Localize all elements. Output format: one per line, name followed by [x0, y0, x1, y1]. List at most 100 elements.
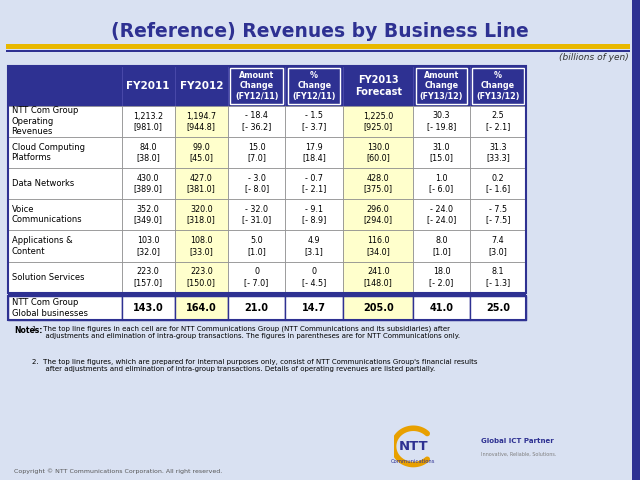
Text: Solution Services: Solution Services	[12, 273, 84, 282]
Text: Amount
Change
(FY12/11): Amount Change (FY12/11)	[235, 71, 278, 101]
Text: Copyright © NTT Communications Corporation. All right reserved.: Copyright © NTT Communications Corporati…	[14, 468, 222, 474]
Bar	[288, 68, 340, 104]
Bar	[343, 168, 413, 199]
Text: 130.0
[60.0]: 130.0 [60.0]	[366, 143, 390, 162]
Bar	[470, 66, 526, 106]
Text: 99.0
[45.0]: 99.0 [45.0]	[189, 143, 213, 162]
Bar	[470, 168, 526, 199]
Text: Amount
Change
(FY13/12): Amount Change (FY13/12)	[420, 71, 463, 101]
Text: Innovative, Reliable, Solutions.: Innovative, Reliable, Solutions.	[481, 452, 556, 456]
Text: %
Change
(FY13/12): % Change (FY13/12)	[476, 71, 520, 101]
Text: 0
[- 4.5]: 0 [- 4.5]	[302, 267, 326, 287]
Text: 116.0
[34.0]: 116.0 [34.0]	[366, 236, 390, 256]
Bar	[343, 199, 413, 230]
Text: - 24.0
[- 24.0]: - 24.0 [- 24.0]	[427, 205, 456, 225]
Bar	[285, 296, 343, 320]
Bar	[413, 262, 470, 293]
Bar	[285, 168, 343, 199]
Text: 8.0
[1.0]: 8.0 [1.0]	[432, 236, 451, 256]
Bar	[6, 44, 630, 49]
Bar	[285, 199, 343, 230]
Text: Voice
Communications: Voice Communications	[12, 205, 82, 225]
Bar	[343, 296, 413, 320]
Text: - 1.5
[- 3.7]: - 1.5 [- 3.7]	[302, 111, 326, 131]
Text: 428.0
[375.0]: 428.0 [375.0]	[364, 174, 393, 193]
Bar	[228, 296, 285, 320]
Text: %
Change
(FY12/11): % Change (FY12/11)	[292, 71, 336, 101]
Text: 25.0: 25.0	[486, 303, 510, 313]
Text: 15.0
[7.0]: 15.0 [7.0]	[247, 143, 266, 162]
Bar	[175, 66, 228, 106]
Text: 296.0
[294.0]: 296.0 [294.0]	[364, 205, 393, 225]
Text: NTT Com Group
Operating
Revenues: NTT Com Group Operating Revenues	[12, 106, 78, 136]
Bar	[8, 293, 526, 296]
Bar	[413, 137, 470, 168]
Text: 18.0
[- 2.0]: 18.0 [- 2.0]	[429, 267, 454, 287]
Bar	[285, 230, 343, 262]
Bar	[228, 262, 285, 293]
Bar	[230, 68, 283, 104]
Bar	[343, 106, 413, 137]
Bar	[470, 296, 526, 320]
Bar	[413, 230, 470, 262]
Bar	[285, 262, 343, 293]
Text: 352.0
[349.0]: 352.0 [349.0]	[134, 205, 163, 225]
Text: 427.0
[381.0]: 427.0 [381.0]	[187, 174, 216, 193]
Bar	[175, 230, 228, 262]
Bar	[285, 106, 343, 137]
Bar	[122, 230, 175, 262]
Bar	[8, 199, 122, 230]
Bar	[413, 168, 470, 199]
Text: 2.5
[- 2.1]: 2.5 [- 2.1]	[486, 111, 510, 131]
Bar	[8, 230, 122, 262]
Text: 1.  The top line figures in each cell are for NTT Communications Group (NTT Comm: 1. The top line figures in each cell are…	[32, 326, 460, 339]
Text: 31.0
[15.0]: 31.0 [15.0]	[429, 143, 454, 162]
Bar	[413, 106, 470, 137]
Bar	[175, 199, 228, 230]
Bar	[416, 68, 467, 104]
Bar	[470, 137, 526, 168]
Bar	[175, 168, 228, 199]
Text: (billions of yen): (billions of yen)	[559, 53, 628, 62]
Text: 2.  The top line figures, which are prepared for internal purposes only, consist: 2. The top line figures, which are prepa…	[32, 359, 477, 372]
Text: - 0.7
[- 2.1]: - 0.7 [- 2.1]	[302, 174, 326, 193]
Text: 223.0
[157.0]: 223.0 [157.0]	[134, 267, 163, 287]
Text: 103.0
[32.0]: 103.0 [32.0]	[136, 236, 160, 256]
Bar	[122, 296, 175, 320]
Bar	[228, 106, 285, 137]
Text: FY2013
Forecast: FY2013 Forecast	[355, 75, 402, 97]
Bar	[122, 262, 175, 293]
Text: Applications &
Content: Applications & Content	[12, 236, 72, 256]
Bar	[413, 66, 470, 106]
Text: - 9.1
[- 8.9]: - 9.1 [- 8.9]	[302, 205, 326, 225]
Bar	[343, 262, 413, 293]
Text: 430.0
[389.0]: 430.0 [389.0]	[134, 174, 163, 193]
Bar	[8, 168, 122, 199]
Text: Data Networks: Data Networks	[12, 179, 74, 188]
Text: 1,213.2
[981.0]: 1,213.2 [981.0]	[133, 111, 163, 131]
Text: 8.1
[- 1.3]: 8.1 [- 1.3]	[486, 267, 510, 287]
Text: 4.9
[3.1]: 4.9 [3.1]	[305, 236, 324, 256]
Text: Communications: Communications	[391, 459, 436, 465]
Bar	[6, 50, 630, 52]
Text: 30.3
[- 19.8]: 30.3 [- 19.8]	[427, 111, 456, 131]
Text: 0
[- 7.0]: 0 [- 7.0]	[244, 267, 269, 287]
Text: 21.0: 21.0	[244, 303, 269, 313]
Bar	[122, 106, 175, 137]
Bar	[470, 106, 526, 137]
Bar	[122, 137, 175, 168]
Bar	[413, 296, 470, 320]
Bar	[8, 66, 122, 106]
Bar	[228, 199, 285, 230]
Text: 0.2
[- 1.6]: 0.2 [- 1.6]	[486, 174, 510, 193]
Text: 14.7: 14.7	[302, 303, 326, 313]
Text: 205.0: 205.0	[363, 303, 394, 313]
Text: 223.0
[150.0]: 223.0 [150.0]	[187, 267, 216, 287]
Bar	[122, 199, 175, 230]
Text: Global ICT Partner: Global ICT Partner	[481, 438, 554, 444]
Bar	[285, 66, 343, 106]
Bar	[632, 0, 640, 480]
Bar	[470, 199, 526, 230]
Bar	[228, 168, 285, 199]
Text: - 32.0
[- 31.0]: - 32.0 [- 31.0]	[242, 205, 271, 225]
